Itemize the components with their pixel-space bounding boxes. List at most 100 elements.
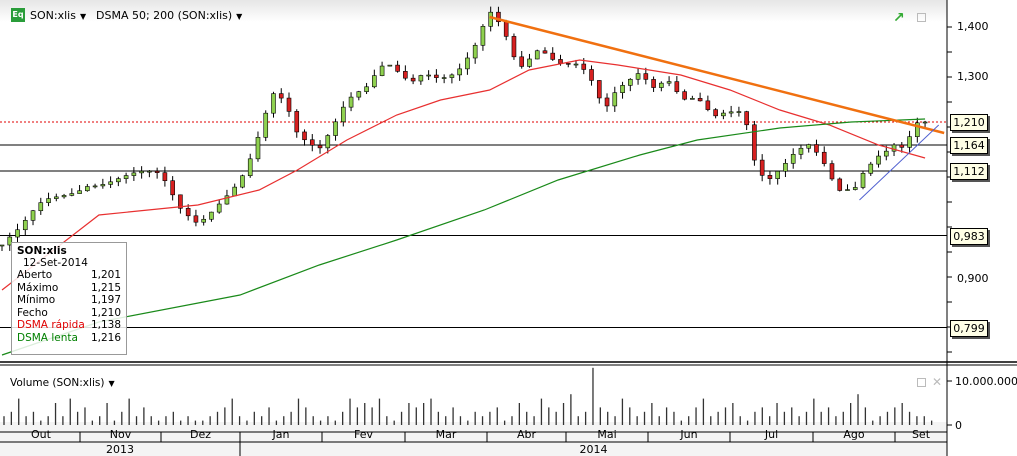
tooltip-row: DSMA lenta 1,216 <box>17 332 121 345</box>
candle <box>845 189 850 191</box>
candle <box>519 56 525 67</box>
candle <box>604 97 610 107</box>
maximize-volume-icon[interactable] <box>917 378 926 387</box>
candle <box>713 109 718 117</box>
candle <box>465 57 470 70</box>
candle <box>798 147 804 155</box>
indicator-label: DSMA 50; 200 (SON:xlis) <box>96 9 233 22</box>
tooltip-date: 12-Set-2014 <box>23 257 88 269</box>
month-label: Jan <box>272 428 290 441</box>
candle <box>728 111 734 114</box>
tooltip-value: 1,201 <box>90 269 121 281</box>
volume-selector[interactable]: Volume (SON:xlis) ▼ <box>10 377 115 389</box>
candle <box>154 170 160 173</box>
candle <box>852 187 858 190</box>
candle <box>628 78 633 86</box>
candle <box>589 69 594 81</box>
indicator-selector[interactable]: DSMA 50; 200 (SON:xlis) ▼ <box>96 9 242 22</box>
candle <box>92 185 98 188</box>
tooltip-row: DSMA rápida 1,138 <box>17 319 121 332</box>
candle <box>185 208 191 217</box>
app-logo: Eq <box>11 8 25 22</box>
candle <box>309 139 315 146</box>
candle <box>139 170 144 174</box>
candle <box>736 111 742 113</box>
candle <box>907 136 912 148</box>
tooltip-label: DSMA rápida <box>17 319 85 331</box>
candle <box>659 82 664 88</box>
candle <box>837 178 843 191</box>
candle <box>341 106 346 123</box>
sma-slow-line <box>1 118 926 356</box>
candle <box>721 112 726 117</box>
candle <box>387 64 393 67</box>
level-tag: 0,983 <box>950 227 988 245</box>
candle <box>674 81 680 92</box>
month-label: Jun <box>680 428 698 441</box>
volume-label: Volume (SON:xlis) <box>10 377 105 389</box>
candle <box>775 170 780 179</box>
candle <box>61 195 67 198</box>
tooltip-value: 1,210 <box>90 306 121 319</box>
candle <box>821 151 827 164</box>
candle <box>744 111 749 126</box>
candle <box>372 75 377 88</box>
candle <box>0 244 5 247</box>
candle <box>767 175 773 179</box>
candle <box>783 163 788 172</box>
candle <box>410 77 416 82</box>
candle <box>232 186 238 197</box>
month-label: Fev <box>353 428 373 441</box>
tooltip-label: DSMA lenta <box>17 331 78 344</box>
candle <box>100 184 106 187</box>
candle <box>480 26 486 46</box>
month-label: Out <box>31 428 51 441</box>
candle <box>790 154 796 164</box>
candle <box>7 236 13 246</box>
month-label: Abr <box>516 428 537 441</box>
candle <box>255 137 261 160</box>
maximize-icon[interactable] <box>917 13 926 22</box>
candle <box>759 159 765 176</box>
candle <box>333 121 338 136</box>
chevron-down-icon: ▼ <box>79 12 87 21</box>
level-tag: 0,799 <box>950 319 988 337</box>
level-tag: 1,112 <box>950 163 988 180</box>
candle <box>697 98 703 102</box>
candle <box>558 59 563 64</box>
candle <box>131 172 137 176</box>
level-tag: 1,164 <box>950 137 988 154</box>
candle <box>201 218 206 223</box>
candle <box>752 124 757 161</box>
candle <box>868 163 874 174</box>
tooltip-row: Máximo 1,215 <box>17 282 121 295</box>
y-tick: 0,900 <box>957 272 989 285</box>
tooltip-value: 1,215 <box>90 281 121 294</box>
candle <box>666 81 672 84</box>
trend-icon[interactable]: ↗ <box>893 10 905 26</box>
y-tick: 1,300 <box>957 70 989 83</box>
candle <box>496 11 501 23</box>
candle <box>457 68 462 76</box>
month-label: Ago <box>843 428 865 441</box>
trendline <box>859 124 940 201</box>
candle <box>123 175 129 179</box>
symbol-selector[interactable]: SON:xlis ▼ <box>30 9 86 22</box>
candle <box>247 158 253 177</box>
candle <box>286 97 292 112</box>
ohlc-tooltip: SON:xlis 12-Set-2014 Aberto 1,201 Máximo 1,… <box>11 242 127 355</box>
candle <box>403 71 408 79</box>
candle <box>612 92 618 107</box>
candle <box>108 181 113 185</box>
chevron-down-icon: ▼ <box>108 379 115 388</box>
month-label: Mai <box>597 428 617 441</box>
close-volume-icon[interactable]: ✕ <box>932 375 943 389</box>
volume-tick: 10.000.000 <box>955 375 1017 388</box>
candle <box>690 98 695 100</box>
sma-fast-line <box>1 59 926 291</box>
candle <box>240 175 245 188</box>
candle <box>829 163 835 180</box>
candle <box>170 180 175 196</box>
tooltip-value: 1,197 <box>90 294 121 306</box>
